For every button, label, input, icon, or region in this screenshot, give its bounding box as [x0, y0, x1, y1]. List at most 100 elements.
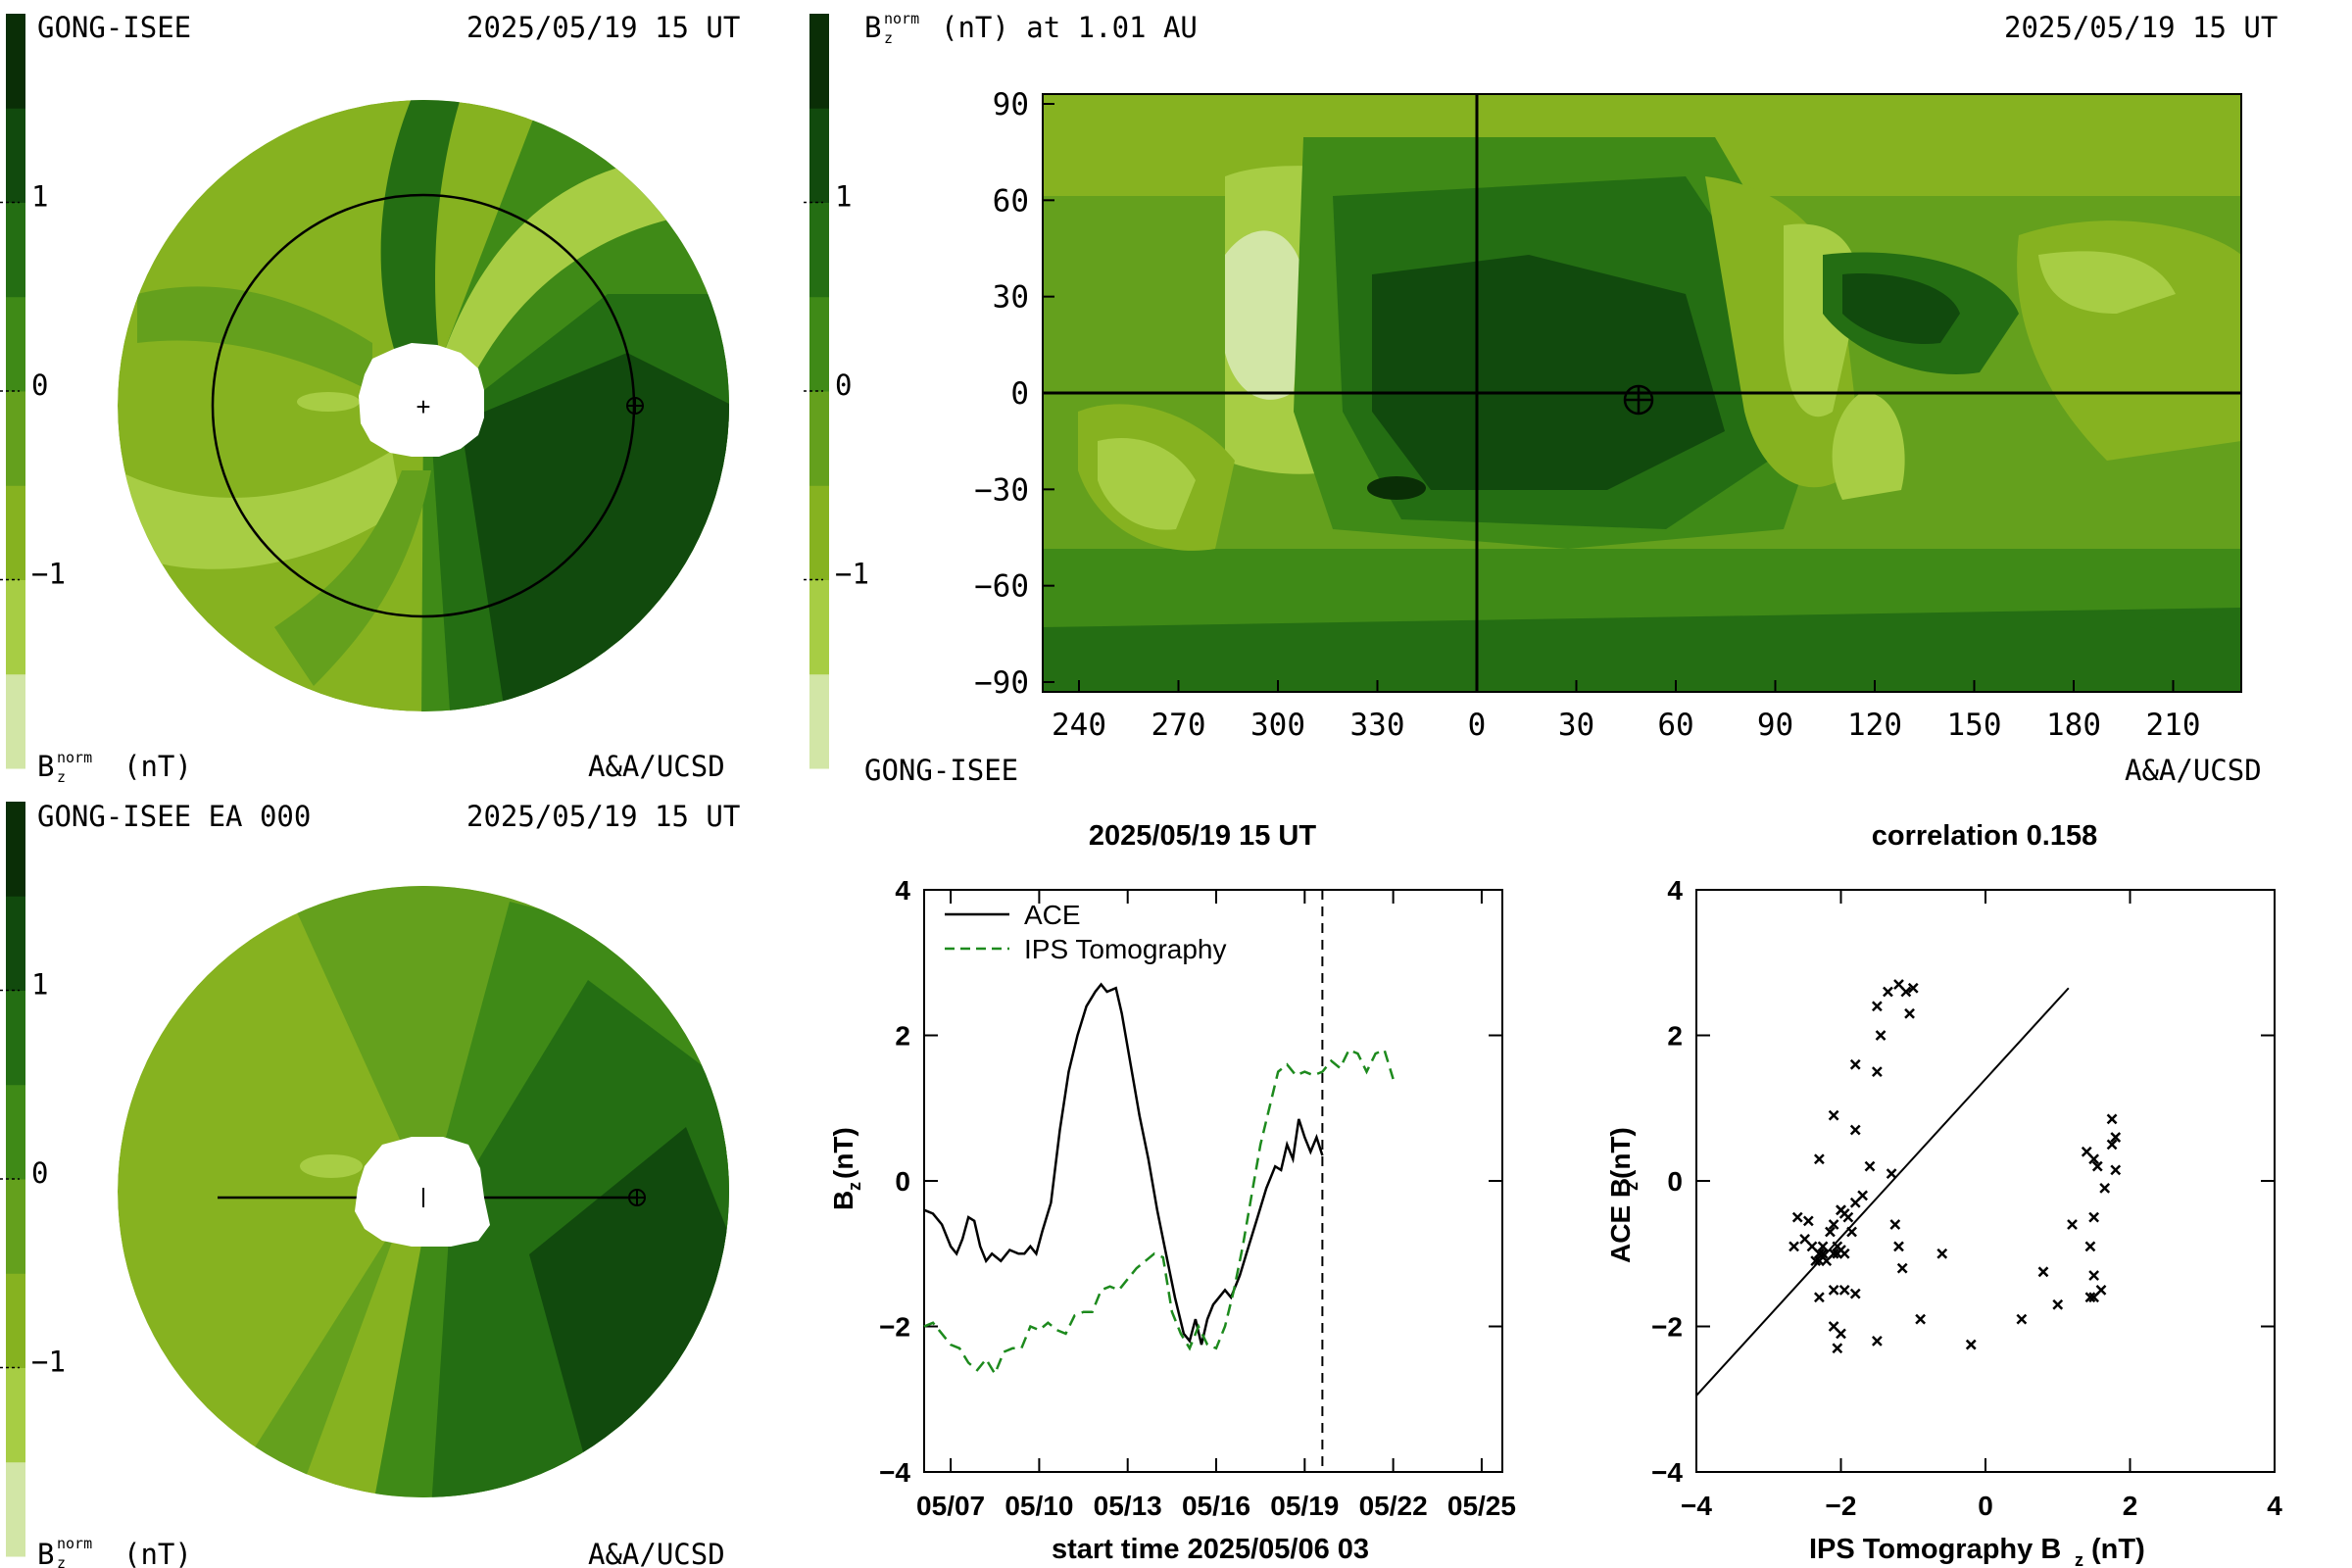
- scatter-point-stroke: [1813, 1153, 1825, 1165]
- map-x-tick-label: 60: [1657, 708, 1693, 743]
- scatter-point-stroke: [2106, 1113, 2118, 1125]
- scatter-point-stroke: [1849, 1058, 1861, 1070]
- sc-ylabel-unit: (nT): [1605, 1127, 1636, 1179]
- earth-symbol-bl: [628, 1189, 646, 1206]
- ts-x-tick-label: 05/13: [1094, 1491, 1162, 1521]
- scatter-point-stroke: [2110, 1132, 2122, 1143]
- scatter-point: [1828, 1219, 1839, 1230]
- scatter-point: [1813, 1153, 1825, 1165]
- scatter-point: [1806, 1241, 1818, 1252]
- scatter-point: [1915, 1313, 1927, 1325]
- colorbar-segment: [6, 296, 25, 392]
- scatter-point: [1871, 1001, 1883, 1012]
- scatter-point-stroke: [1838, 1248, 1850, 1259]
- scatter-point: [1889, 1219, 1901, 1230]
- sc-plot-frame: [1695, 889, 2276, 1473]
- scatter-point: [1965, 1339, 1977, 1350]
- panel-bl-unit-label: B z norm (nT): [37, 1535, 192, 1568]
- scatter-point-stroke: [1883, 986, 1893, 998]
- colorbar-segment: [6, 990, 25, 1086]
- colorbar-tick-label: −1: [31, 558, 66, 591]
- ace-series-line: [923, 982, 1324, 1346]
- ts-y-tick-label: 4: [895, 875, 910, 906]
- colorbar-tick-label: 1: [31, 968, 48, 1002]
- scatter-point-stroke: [2095, 1284, 2107, 1296]
- sc-x-tick-label: 2: [2123, 1491, 2138, 1521]
- colorbar-segment: [6, 14, 25, 109]
- colorbar-top-left: 1 0 −1: [0, 14, 66, 769]
- scatter-point-stroke: [1871, 1335, 1883, 1347]
- colorbar-segment: [809, 391, 829, 486]
- panel-tl-left-label: GONG-ISEE: [37, 11, 191, 44]
- scatter-point: [1875, 1030, 1886, 1041]
- colorbar-tick-label: 1: [31, 180, 48, 214]
- panel-top-right-map: 1 0 −1 B z norm (nT) at 1.01 AU 2025/05/19…: [804, 10, 2278, 787]
- colorbar-segment: [6, 1179, 25, 1274]
- scatter-point-stroke: [1896, 1262, 1908, 1274]
- colorbar-tick-label: 0: [835, 368, 852, 402]
- sc-x-tick-label: −4: [1681, 1491, 1712, 1521]
- colorbar-segment: [809, 14, 829, 109]
- sc-ylabel: ACE B z (nT): [1605, 1127, 1642, 1263]
- scatter-point-stroke: [1849, 1288, 1861, 1299]
- map-x-tick-label: 210: [2146, 708, 2201, 743]
- scatter-chart: correlation 0.158 4 2 0 −2 −4−4 −2 0 2 4 ACE B z…: [1605, 820, 2282, 1568]
- sc-ylabel-sub: z: [1622, 1182, 1642, 1191]
- colorbar-segment: [809, 673, 829, 769]
- scatter-point-stroke: [1828, 1284, 1839, 1296]
- scatter-point-stroke: [1828, 1219, 1839, 1230]
- colorbar-segment: [809, 296, 829, 392]
- colorbar-segment: [6, 1273, 25, 1368]
- legend-ace-label: ACE: [1024, 900, 1081, 930]
- ts-xlabel: start time 2025/05/06 03: [1052, 1534, 1369, 1565]
- scatter-point-stroke: [2088, 1270, 2100, 1281]
- ts-ylabel-unit: (nT): [828, 1127, 858, 1179]
- scatter-point: [2084, 1292, 2096, 1303]
- scatter-point-stroke: [1857, 1190, 1869, 1201]
- scatter-point-stroke: [1806, 1241, 1818, 1252]
- scatter-point-stroke: [1813, 1292, 1825, 1303]
- sc-xlabel-unit: (nT): [2091, 1534, 2145, 1565]
- scatter-point: [2052, 1298, 2064, 1310]
- colorbar-segment: [6, 391, 25, 486]
- scatter-point: [2106, 1113, 2118, 1125]
- map-bottom-right-label: A&A/UCSD: [2125, 754, 2262, 787]
- scatter-point-stroke: [1965, 1339, 1977, 1350]
- scatter-point-stroke: [1886, 1168, 1897, 1179]
- map-y-tick-label: −90: [974, 665, 1029, 701]
- scatter-point-stroke: [1915, 1313, 1927, 1325]
- ts-title: 2025/05/19 15 UT: [1089, 820, 1316, 852]
- colorbar-segment: [809, 485, 829, 580]
- map-x-tick-label: 150: [1947, 708, 2002, 743]
- sc-fit-line: [1695, 987, 2070, 1396]
- scatter-point-stroke: [2084, 1241, 2096, 1252]
- scatter-point-stroke: [1849, 1124, 1861, 1136]
- scatter-point-stroke: [1900, 986, 1912, 998]
- ts-y-tick-label: −4: [879, 1457, 910, 1488]
- bnorm-sub: z: [57, 768, 66, 786]
- scatter-point-stroke: [1791, 1211, 1803, 1223]
- scatter-point-stroke: [1832, 1241, 1843, 1252]
- scatter-point-stroke: [2088, 1211, 2100, 1223]
- ts-x-tick-label: 05/07: [916, 1491, 985, 1521]
- sc-y-tick-label: −4: [1651, 1457, 1683, 1488]
- scatter-point: [1791, 1211, 1803, 1223]
- colorbar-segment: [809, 579, 829, 675]
- sc-xlabel-text: IPS Tomography B: [1809, 1534, 2061, 1565]
- colorbar-segment: [6, 202, 25, 298]
- scatter-point: [2037, 1266, 2049, 1278]
- scatter-point-stroke: [2016, 1313, 2028, 1325]
- map-y-tick-label: 0: [1010, 376, 1029, 412]
- scatter-point: [1871, 1066, 1883, 1078]
- scatter-point: [1817, 1248, 1829, 1259]
- map-y-tick-label: 30: [993, 280, 1029, 316]
- scatter-point-stroke: [1832, 1343, 1843, 1354]
- ts-x-tick-label: 05/16: [1182, 1491, 1250, 1521]
- panel-bl-left-label: GONG-ISEE EA 000: [37, 800, 311, 833]
- scatter-point: [2081, 1146, 2092, 1157]
- bnorm-sup-bl: norm: [57, 1535, 92, 1552]
- scatter-point: [1821, 1255, 1833, 1267]
- map-bottom-left-label: GONG-ISEE: [864, 754, 1018, 787]
- scatter-point: [2088, 1270, 2100, 1281]
- sc-y-tick-label: 2: [1667, 1021, 1683, 1052]
